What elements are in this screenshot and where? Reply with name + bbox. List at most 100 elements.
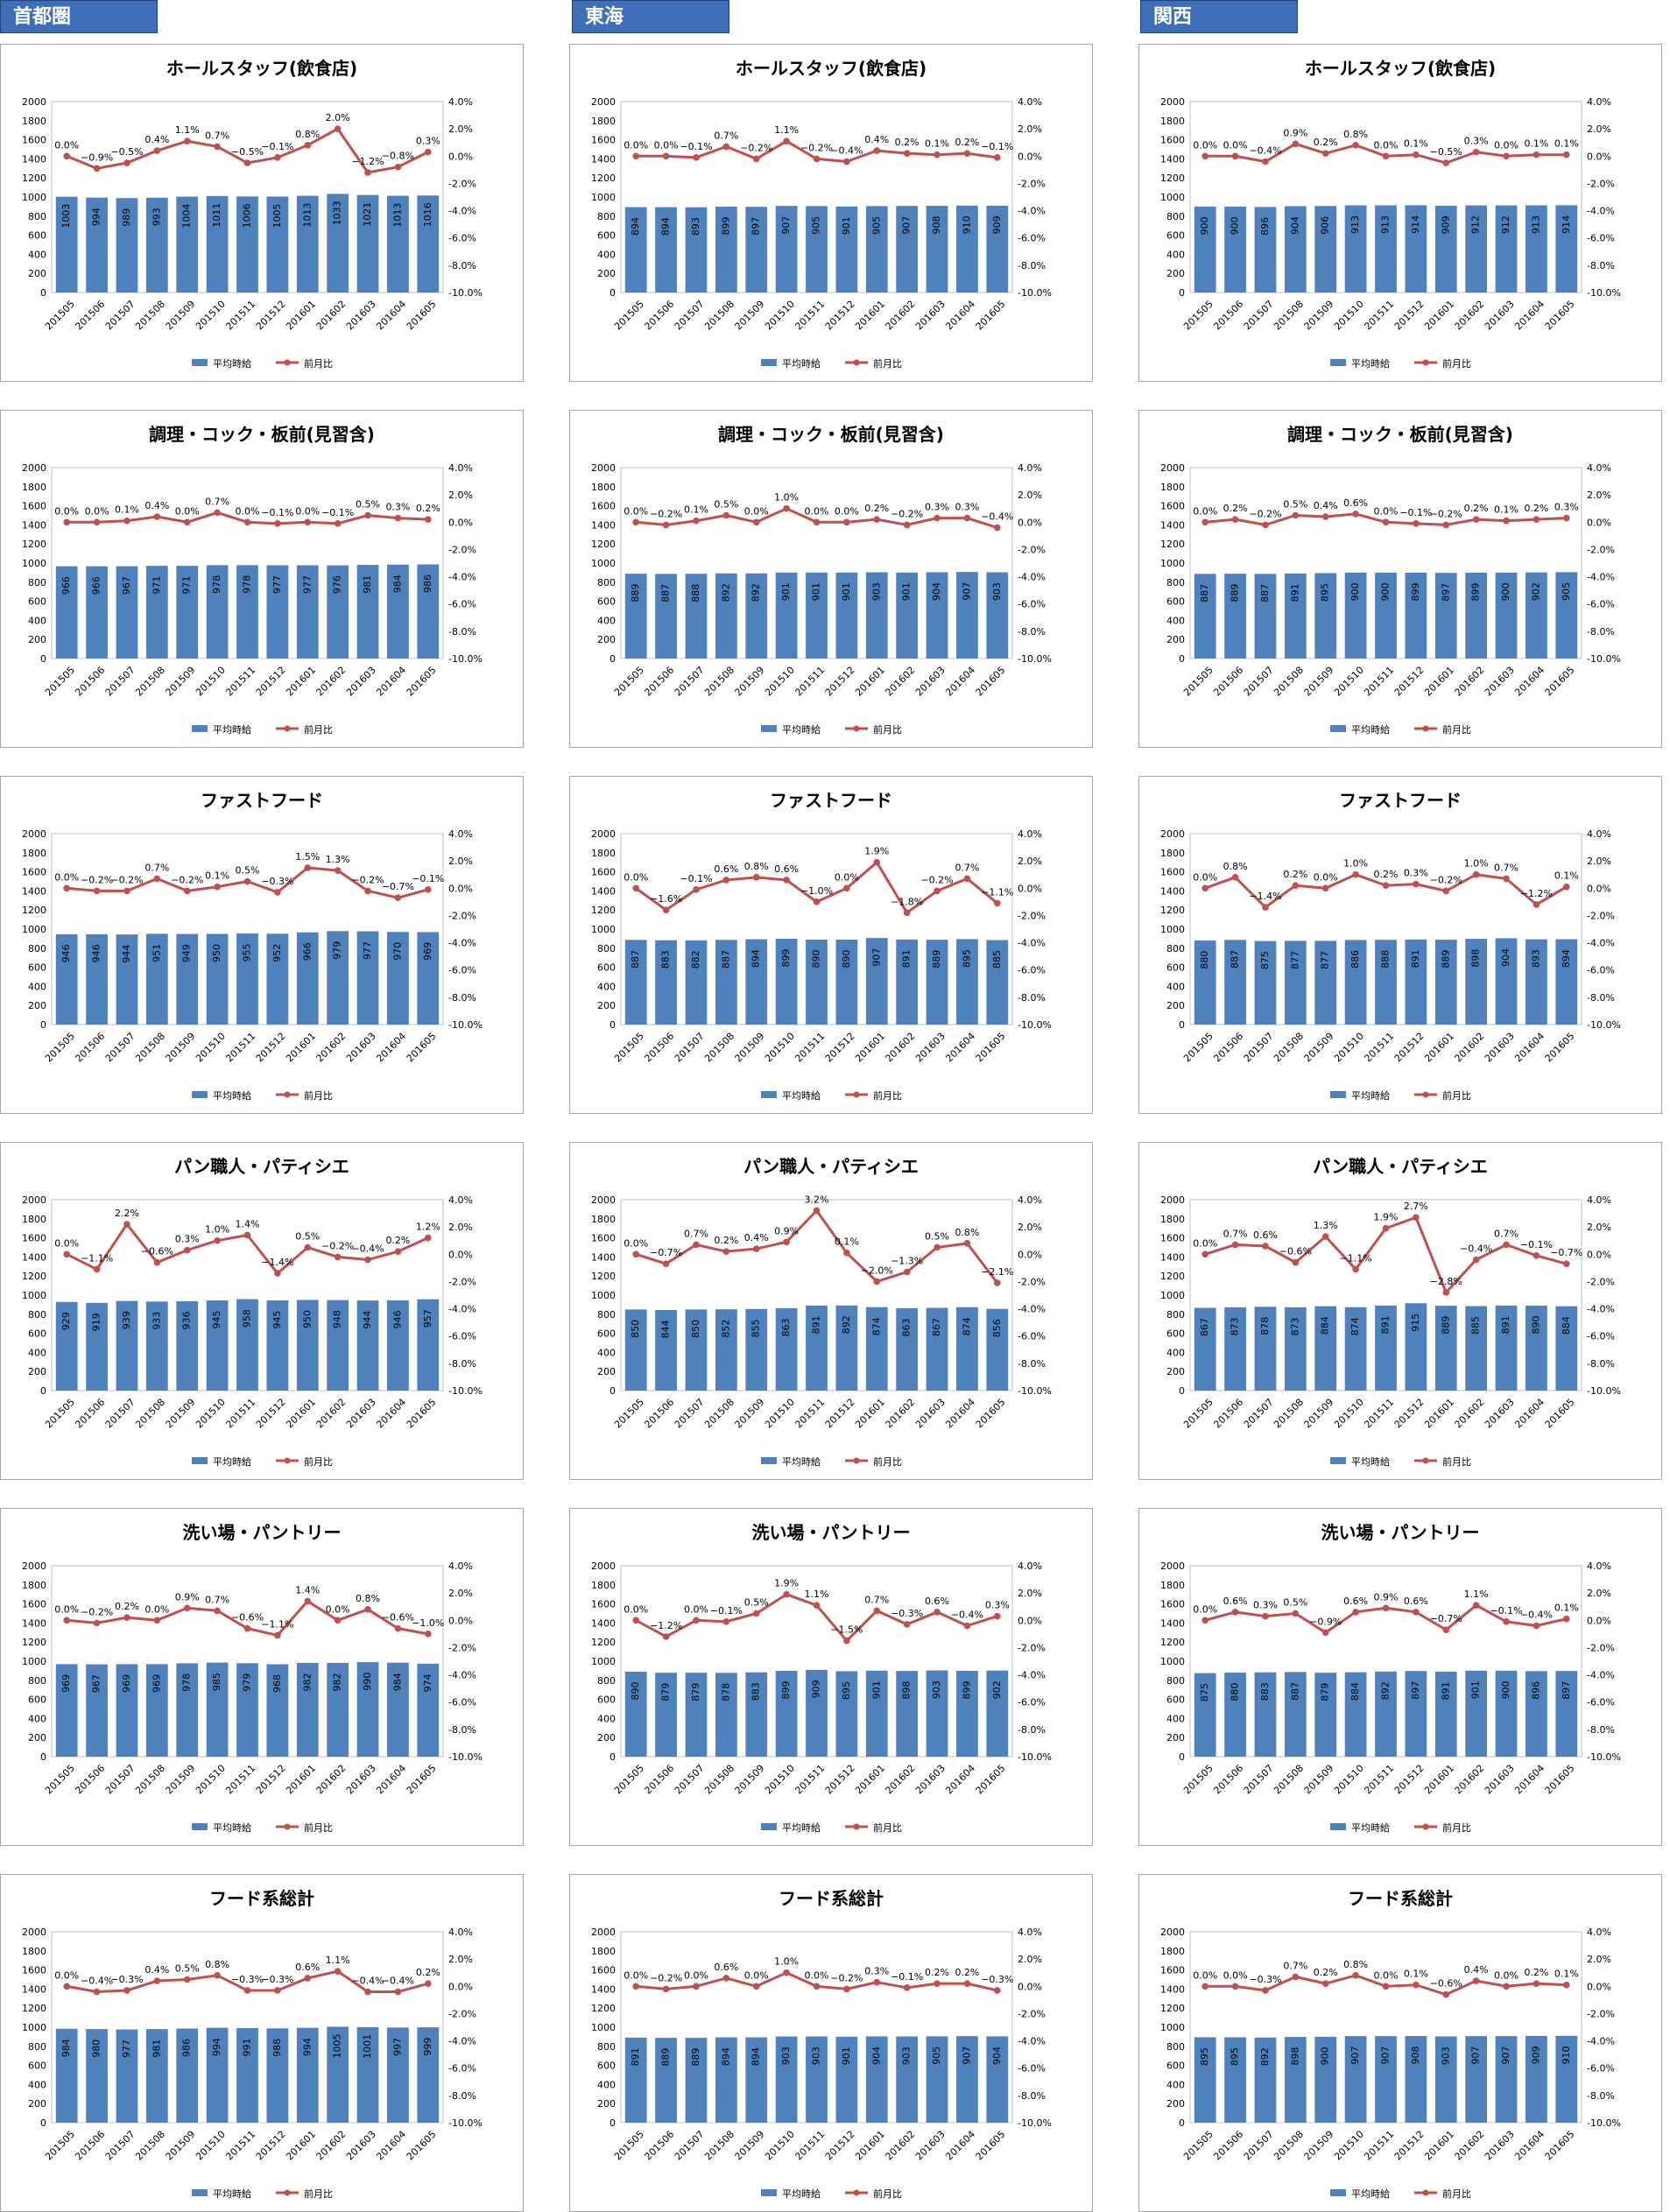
- x-tick-label: 201511: [223, 1397, 257, 1431]
- x-tick-label: 201605: [405, 2129, 439, 2163]
- line-value-label: −1.1%: [261, 1618, 293, 1630]
- line-point: [63, 884, 70, 892]
- chart-title: 調理・コック・板前(見習含): [718, 424, 944, 445]
- bar-value-label: 945: [271, 1310, 283, 1328]
- y-left-tick-label: 0: [1179, 653, 1185, 665]
- bar: [327, 2026, 349, 2123]
- bar: [1375, 205, 1397, 292]
- bar: [387, 564, 409, 659]
- chart-title: パン職人・パティシエ: [1313, 1156, 1488, 1177]
- legend-bar-label: 平均時給: [782, 1089, 821, 1102]
- x-tick-label: 201505: [612, 1763, 646, 1797]
- bar: [1194, 940, 1216, 1025]
- line-value-label: −1.8%: [891, 896, 923, 907]
- y-right-tick-label: 2.0%: [1018, 1954, 1042, 1965]
- bar: [176, 1663, 199, 1757]
- line-point: [214, 1607, 221, 1615]
- x-tick-label: 201510: [1332, 1031, 1366, 1065]
- line-point: [1472, 148, 1480, 156]
- bar: [387, 2027, 409, 2123]
- chart-panel: ファストフード 0 200 400 600 800 1000 1200 1400 1600 1800…: [1138, 776, 1662, 1114]
- y-left-tick-label: 1600: [1160, 1965, 1185, 1976]
- line-value-label: −0.1%: [1520, 1239, 1553, 1250]
- x-tick-label: 201605: [974, 1763, 1008, 1797]
- line-value-label: 0.6%: [925, 1596, 949, 1607]
- y-right-tick-label: 2.0%: [448, 1222, 473, 1233]
- y-left-tick-label: 200: [28, 1366, 46, 1377]
- y-right-tick-label: 0.0%: [1587, 1981, 1611, 1992]
- x-tick-label: 201509: [733, 2129, 767, 2163]
- bar-value-label: 888: [1380, 950, 1392, 969]
- bar: [1555, 939, 1578, 1025]
- line-point: [1352, 142, 1359, 149]
- bar-value-label: 889: [1230, 584, 1241, 602]
- y-right-tick-label: -2.0%: [1587, 1276, 1615, 1287]
- bar-value-label: 897: [1410, 1681, 1421, 1700]
- y-left-tick-label: 1600: [1160, 501, 1185, 512]
- bar-value-label: 863: [780, 1318, 792, 1336]
- x-tick-label: 201511: [793, 299, 827, 333]
- bar: [1344, 572, 1367, 659]
- line-value-label: 1.2%: [416, 1222, 440, 1233]
- line-point: [214, 883, 221, 891]
- line-value-label: 1.0%: [774, 492, 799, 504]
- y-left-tick-label: 1800: [591, 1214, 616, 1225]
- bar: [176, 196, 199, 292]
- line-value-label: 0.4%: [864, 134, 889, 145]
- line-point: [934, 514, 941, 522]
- legend-bar-swatch: [761, 1091, 777, 1098]
- bar-value-label: 912: [1470, 215, 1482, 234]
- bar-value-label: 993: [151, 208, 162, 226]
- x-tick-label: 201507: [673, 1763, 707, 1797]
- line-point: [1413, 520, 1420, 527]
- y-right-tick-label: -6.0%: [1018, 233, 1046, 244]
- line-value-label: 0.9%: [774, 1225, 799, 1236]
- x-tick-label: 201506: [642, 2129, 676, 2163]
- y-left-tick-label: 2000: [1160, 96, 1185, 108]
- bar-value-label: 887: [1230, 950, 1241, 969]
- line-point: [274, 1631, 281, 1639]
- bar-value-label: 898: [1470, 949, 1482, 968]
- bar-value-label: 879: [1320, 1683, 1331, 1701]
- line-value-label: −1.4%: [261, 1257, 293, 1268]
- line-point: [243, 1987, 251, 1994]
- x-tick-label: 201604: [1512, 1031, 1547, 1065]
- y-left-tick-label: 1000: [1160, 2022, 1185, 2033]
- y-left-tick-label: 0: [40, 1751, 46, 1763]
- line-point: [123, 517, 130, 525]
- x-tick-label: 201507: [103, 299, 137, 333]
- y-left-tick-label: 0: [609, 2117, 616, 2129]
- x-tick-label: 201506: [1211, 1763, 1245, 1797]
- legend-bar-swatch: [1330, 725, 1346, 732]
- bar-value-label: 893: [1530, 949, 1541, 968]
- chart-title: ホールスタッフ(飲食店): [166, 58, 357, 79]
- bar: [296, 932, 319, 1025]
- line-point: [873, 1978, 881, 1986]
- line-point: [903, 1268, 911, 1276]
- y-left-tick-label: 2000: [1160, 1927, 1185, 1938]
- line-value-label: 0.0%: [1193, 1969, 1217, 1981]
- line-value-label: 0.7%: [1223, 1228, 1248, 1239]
- line-value-label: 0.2%: [864, 503, 889, 514]
- line-point: [183, 137, 191, 144]
- y-right-tick-label: 4.0%: [1018, 462, 1042, 474]
- bar: [55, 1664, 78, 1757]
- y-left-tick-label: 1000: [591, 924, 616, 935]
- bar: [145, 1301, 168, 1391]
- y-right-tick-label: -4.0%: [1587, 572, 1615, 583]
- bar-value-label: 944: [121, 945, 132, 963]
- x-tick-label: 201601: [284, 1397, 318, 1431]
- line-value-label: 0.0%: [1193, 1603, 1217, 1615]
- y-right-tick-label: 0.0%: [448, 1249, 473, 1260]
- bar: [356, 1300, 379, 1391]
- x-tick-label: 201506: [642, 665, 676, 699]
- chart-panel: 調理・コック・板前(見習含) 0 200 400 600 800 1000 1200 1400 1…: [1138, 410, 1662, 748]
- line-value-label: 0.9%: [1374, 1591, 1399, 1603]
- bar: [387, 1662, 409, 1757]
- line-point: [425, 886, 432, 893]
- x-tick-label: 201603: [913, 1397, 948, 1431]
- line-value-label: −0.4%: [951, 1610, 983, 1621]
- line-point: [63, 518, 70, 526]
- y-left-tick-label: 600: [28, 1328, 46, 1340]
- line-value-label: 0.7%: [955, 862, 979, 873]
